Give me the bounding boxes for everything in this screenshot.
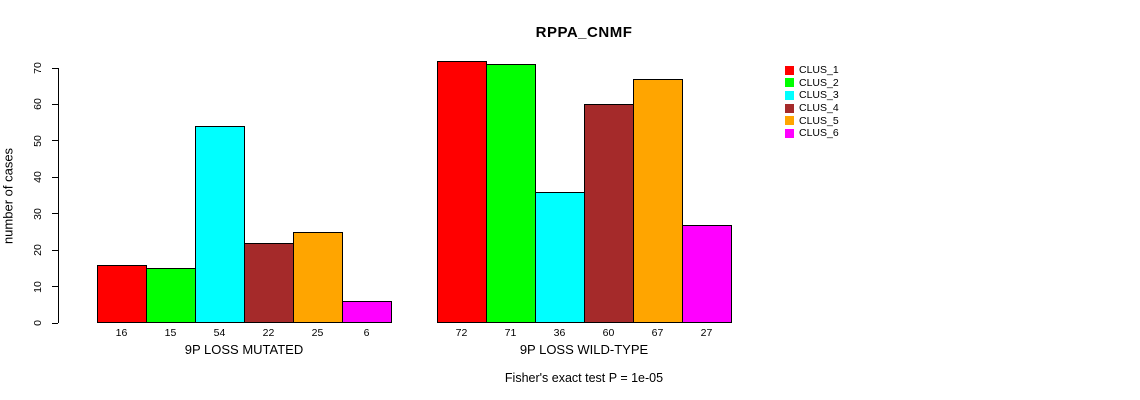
legend-label: CLUS_4 xyxy=(799,101,839,114)
y-tick-mark xyxy=(52,322,58,324)
bar-clus_6-group1 xyxy=(342,301,392,323)
legend-swatch xyxy=(785,116,794,126)
legend-item-clus_6: CLUS_6 xyxy=(785,127,839,140)
y-tick-label: 70 xyxy=(32,62,44,74)
legend: CLUS_1 CLUS_2 CLUS_3 CLUS_4 CLUS_5 CLUS_6 xyxy=(785,64,839,140)
bar-value-label: 67 xyxy=(651,327,664,339)
bar-value-label: 16 xyxy=(115,327,128,339)
legend-label: CLUS_5 xyxy=(799,114,839,127)
legend-item-clus_3: CLUS_3 xyxy=(785,89,839,102)
bar-clus_1-group1 xyxy=(97,264,147,323)
legend-swatch xyxy=(785,129,794,139)
bar-value-label: 54 xyxy=(213,327,226,339)
y-tick-label: 40 xyxy=(32,171,44,184)
y-tick-mark xyxy=(52,176,58,178)
y-tick-label: 10 xyxy=(32,280,44,293)
y-axis-label: number of cases xyxy=(0,147,16,245)
group-label-2: 9P LOSS WILD-TYPE xyxy=(519,342,649,357)
bar-value-label: 71 xyxy=(504,327,517,339)
bar-value-label: 15 xyxy=(164,327,177,339)
bar-clus_4-group1 xyxy=(244,242,294,323)
bar-clus_6-group2 xyxy=(682,224,732,323)
bar-clus_3-group1 xyxy=(195,126,245,323)
bar-value-label: 22 xyxy=(262,327,275,339)
bar-value-label: 27 xyxy=(700,327,713,339)
legend-item-clus_5: CLUS_5 xyxy=(785,115,839,128)
legend-label: CLUS_3 xyxy=(799,89,839,102)
bar-clus_1-group2 xyxy=(437,60,487,323)
legend-item-clus_1: CLUS_1 xyxy=(785,64,839,77)
y-tick-mark xyxy=(52,140,58,142)
legend-swatch xyxy=(785,65,794,75)
legend-swatch xyxy=(785,91,794,101)
bar-clus_3-group2 xyxy=(535,191,585,323)
y-tick-label: 30 xyxy=(32,207,44,220)
legend-swatch xyxy=(785,78,794,88)
y-tick-mark xyxy=(52,249,58,251)
chart-title: RPPA_CNMF xyxy=(535,24,633,41)
bar-clus_2-group1 xyxy=(146,268,196,323)
bar-value-label: 6 xyxy=(363,327,370,339)
chart-annotation: Fisher's exact test P = 1e-05 xyxy=(504,371,664,385)
bar-value-label: 72 xyxy=(455,327,468,339)
y-tick-mark xyxy=(52,286,58,288)
group-label-1: 9P LOSS MUTATED xyxy=(184,342,304,357)
y-tick-label: 60 xyxy=(32,98,44,111)
legend-swatch xyxy=(785,103,794,113)
y-tick-mark xyxy=(52,213,58,215)
y-tick-mark xyxy=(52,103,58,105)
bar-clus_5-group2 xyxy=(633,78,683,323)
bar-clus_5-group1 xyxy=(293,231,343,323)
y-tick-label: 0 xyxy=(32,320,44,326)
bar-value-label: 25 xyxy=(311,327,324,339)
bar-value-label: 36 xyxy=(553,327,566,339)
legend-label: CLUS_6 xyxy=(799,127,839,140)
y-tick-label: 50 xyxy=(32,135,44,147)
legend-label: CLUS_2 xyxy=(799,76,839,89)
y-tick-label: 20 xyxy=(32,244,44,256)
bar-clus_4-group2 xyxy=(584,104,634,323)
bar-clus_2-group2 xyxy=(486,64,536,323)
legend-item-clus_4: CLUS_4 xyxy=(785,102,839,115)
y-tick-mark xyxy=(52,67,58,69)
legend-item-clus_2: CLUS_2 xyxy=(785,77,839,90)
legend-label: CLUS_1 xyxy=(799,64,839,76)
bar-value-label: 60 xyxy=(602,327,615,339)
y-axis-line xyxy=(58,68,59,323)
